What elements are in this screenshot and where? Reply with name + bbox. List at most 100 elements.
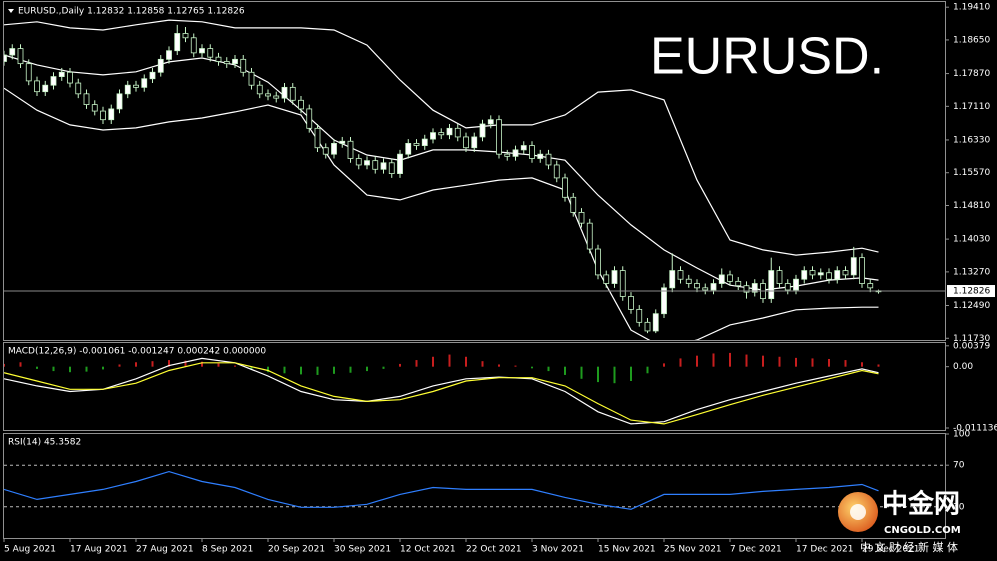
candle-body [182,33,189,39]
candle-body [784,283,791,291]
macd-histogram-bar [696,355,698,367]
candle-body [735,280,742,287]
candle-body [116,93,123,110]
macd-histogram-bar [36,366,38,369]
y-tick-label: 30 [953,502,965,512]
candle-body [149,71,156,80]
candle-body [91,104,98,112]
x-tick-label: 12 Oct 2021 [400,545,456,555]
macd-histogram-bar [547,366,550,372]
candle-body [58,71,65,77]
macd-histogram-bar [19,362,22,367]
candle-body [628,296,634,310]
macd-histogram-bar [580,366,583,379]
price-panel [4,19,945,340]
macd-histogram-bar [85,366,88,372]
candle-body [817,272,824,276]
bollinger-band [4,19,879,256]
candle-body [850,257,857,276]
macd-histogram-bar [795,357,797,367]
candle-body [644,321,651,332]
chart-header: EURUSD.,Daily 1.12832 1.12858 1.12765 1.… [18,7,245,17]
y-tick-label: 1.16330 [953,135,990,145]
candle-body [562,177,568,198]
candle-body [4,54,7,62]
candle-body [190,37,197,54]
macd-histogram-bar [201,361,203,367]
candle-body [661,287,667,315]
macd-histogram-bar [844,360,847,367]
y-tick-label: 1.18650 [953,35,990,45]
y-tick-label: 0.00379 [953,341,990,351]
rsi-frame [3,433,946,539]
y-tick-label: 70 [953,461,965,471]
macd-histogram-bar [828,358,830,367]
macd-histogram-bar [415,360,418,367]
menu-arrow[interactable] [8,9,14,13]
macd-histogram-bar [267,366,269,373]
x-tick-label: 3 Nov 2021 [532,545,584,555]
candle-body [364,160,370,166]
macd-histogram-bar [861,362,863,367]
watermark-name: 中金网 [882,489,960,520]
candle-body [743,285,750,293]
x-tick-label: 22 Oct 2021 [466,545,522,555]
macd-line [4,362,879,425]
macd-title: MACD(12,26,9) -0.001061 -0.001247 0.0002… [8,347,266,357]
candle-body [372,160,379,170]
macd-histogram-bar [349,366,352,373]
candle-body [75,82,82,95]
candle-body [223,61,230,65]
candle-body [174,33,181,52]
axes: 1.19410 1.18650 1.17870 1.17110 1.16330 1.155… [3,3,997,555]
candle-body [685,278,692,284]
candle-body [240,58,247,73]
x-tick-label: 25 Nov 2021 [664,545,722,555]
macd-histogram-bar [745,354,748,367]
macd-histogram-bar [184,360,187,367]
candle-body [652,313,659,332]
candle-body [34,80,40,93]
candle-body [793,278,799,291]
candle-body [512,149,519,157]
macd-histogram-bar [729,352,731,367]
candle-body [809,270,816,276]
macd-histogram-bar [679,358,682,367]
candle-body [322,147,329,155]
candle-body [801,270,808,280]
candle-body [42,84,49,93]
y-tick-label: 0.00 [953,362,973,372]
y-tick-label: 1.14810 [953,201,990,211]
candle-body [520,145,527,151]
candle-body [751,283,758,293]
x-tick-label: 20 Sep 2021 [268,545,325,555]
macd-line [4,357,879,425]
x-tick-label: 29 Dec 2021 [862,545,920,555]
candle-body [611,270,618,284]
candle-body [405,143,412,155]
macd-histogram-bar [465,356,467,367]
y-tick-label: 1.11730 [953,334,990,344]
candle-body [331,143,337,155]
candle-body [867,283,874,289]
last-price-box [947,285,995,298]
y-tick-label: 1.19410 [953,3,990,13]
x-tick-label: 17 Dec 2021 [796,545,854,555]
symbol-title: EURUSD. [650,28,884,86]
macd-histogram-bar [613,366,616,384]
y-tick-label: 1.17110 [953,102,990,112]
macd-histogram-bar [811,358,814,367]
candle-body [207,48,214,58]
y-tick-label: 1.12490 [953,301,990,311]
candle-body [281,86,288,99]
candle-body [199,48,205,54]
macd-histogram-bar [300,366,302,375]
macd-histogram-bar [762,355,764,367]
candle-body [619,270,626,297]
macd-histogram-bar [498,364,500,367]
candle-body [710,283,717,291]
candle-body [578,211,585,224]
x-tick-label: 8 Sep 2021 [202,545,253,555]
x-tick-label: 5 Aug 2021 [4,545,56,555]
